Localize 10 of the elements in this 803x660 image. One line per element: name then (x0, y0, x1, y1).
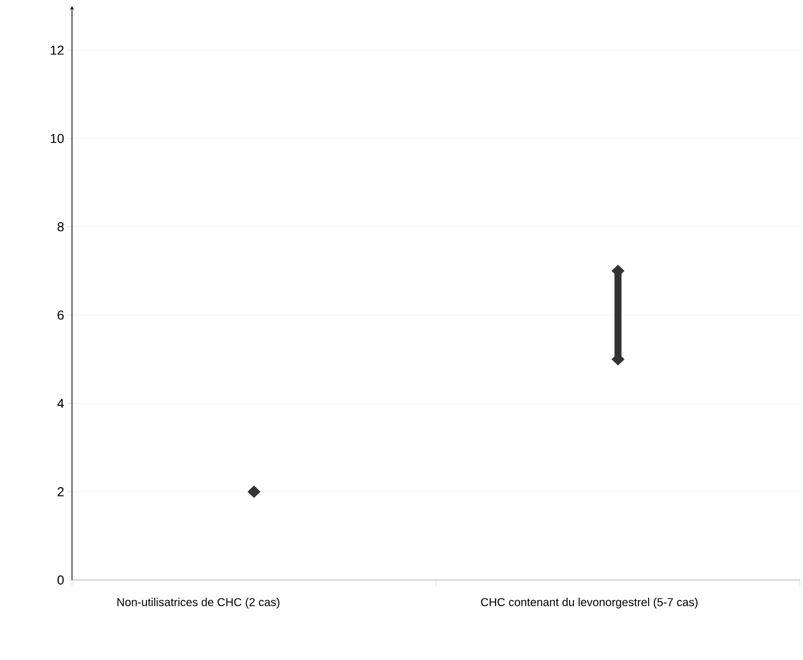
y-tick-label: 12 (50, 46, 64, 55)
y-tick-label: 6 (58, 310, 64, 320)
y-tick-label: 0 (58, 575, 64, 585)
y-tick-label: 2 (58, 487, 64, 496)
y-tick-label: 4 (57, 398, 64, 408)
y-tick-label: 10 (50, 134, 64, 144)
y-tick-label: 8 (58, 222, 64, 232)
x-tick-label: Non-utilisatrices de CHC (2 cas) (117, 598, 280, 608)
point (248, 485, 260, 498)
x-tick-label: CHC contenant du levonorgestrel (5-7 cas) (481, 598, 698, 608)
